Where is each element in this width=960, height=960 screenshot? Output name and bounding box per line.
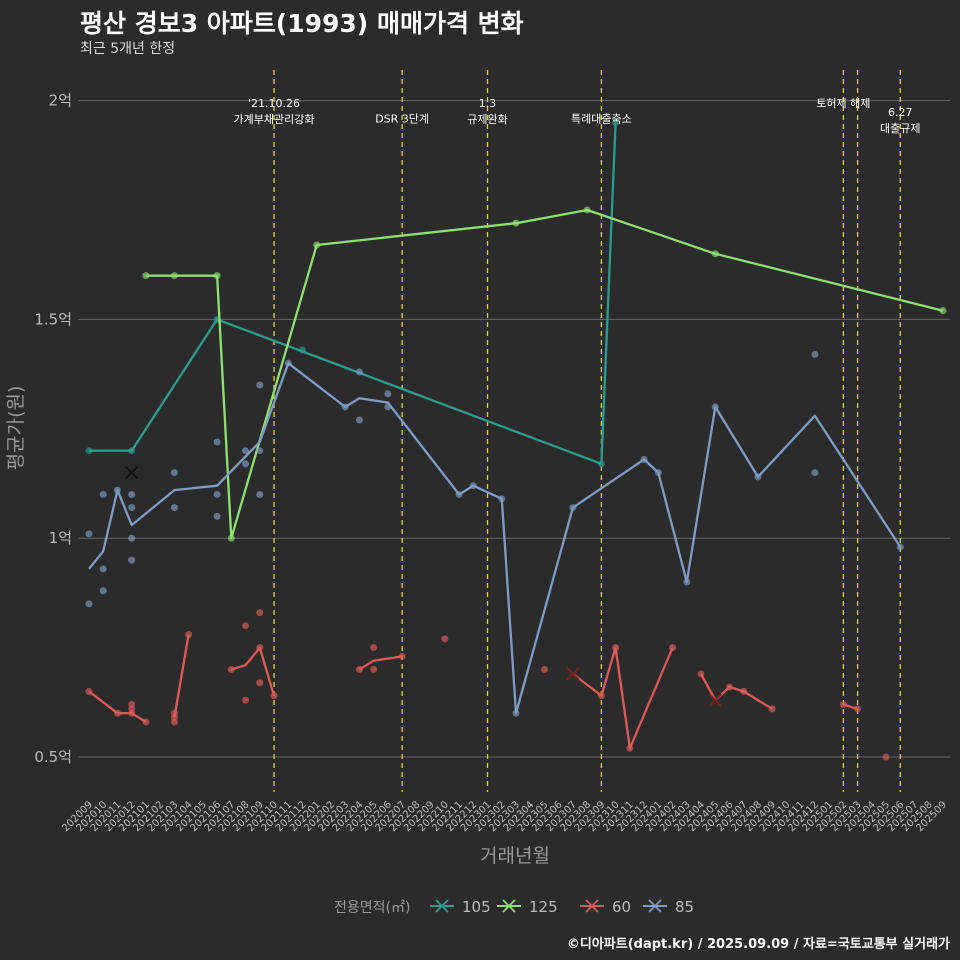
policy-lines <box>273 70 901 792</box>
series-line-60 <box>230 646 276 697</box>
legend-label: 85 <box>675 898 694 916</box>
data-point-85 <box>242 460 250 468</box>
data-point-60 <box>242 622 250 630</box>
series-60 <box>85 609 890 761</box>
series-105 <box>85 119 620 468</box>
data-point-85 <box>213 490 221 498</box>
data-point-60 <box>882 753 890 761</box>
data-point-85 <box>355 368 363 376</box>
legend-cross-icon <box>502 899 516 913</box>
data-point-60 <box>185 630 193 638</box>
policy-annotation: 대출규제 <box>880 122 920 135</box>
policy-annotation: 토허제 해제 <box>816 96 870 110</box>
legend-cross-icon <box>435 899 449 913</box>
legend-item-60: 60 <box>580 898 631 916</box>
y-tick-label: 2억 <box>49 92 72 110</box>
policy-annotation: 규제완화 <box>467 113 507 126</box>
chart-title: 평산 경보3 아파트(1993) 매매가격 변화 <box>80 9 524 38</box>
data-point-85 <box>256 447 264 455</box>
data-point-85 <box>85 530 93 538</box>
series-line-60 <box>173 634 190 718</box>
data-point-85 <box>811 350 819 358</box>
data-point-85 <box>128 504 136 512</box>
data-point-85 <box>99 587 107 595</box>
x-axis-title: 거래년월 <box>480 845 550 867</box>
series-line-60 <box>843 703 858 710</box>
x-axis-ticks: 2020092020102020112020122021012021022021… <box>60 799 949 834</box>
series-line-85 <box>88 362 902 715</box>
data-point-85 <box>128 490 136 498</box>
data-point-60 <box>370 665 378 673</box>
y-tick-label: 1.5억 <box>34 310 72 328</box>
series-line-105 <box>89 122 617 465</box>
series-line-60 <box>88 690 147 723</box>
data-point-60 <box>242 696 250 704</box>
cross-marker-60 <box>566 667 580 681</box>
data-point-85 <box>99 490 107 498</box>
legend-cross-icon <box>585 899 599 913</box>
policy-annotation: 1.3 <box>479 97 497 110</box>
y-axis-ticks: 0.5억 1억 1.5억 2억 <box>34 92 72 766</box>
legend-label: 60 <box>612 898 631 916</box>
grid-lines <box>78 100 950 758</box>
legend-item-105: 105 <box>430 898 491 916</box>
y-axis-title: 평균가(원) <box>5 386 27 471</box>
legend-item-85: 85 <box>643 898 694 916</box>
data-point-85 <box>242 447 250 455</box>
legend-title: 전용면적(㎡) <box>334 900 410 916</box>
data-point-85 <box>170 504 178 512</box>
series-line-60 <box>358 655 403 671</box>
data-point-60 <box>256 679 264 687</box>
series-line-60 <box>699 673 773 710</box>
data-point-60 <box>128 700 136 708</box>
data-point-60 <box>540 665 548 673</box>
data-point-85 <box>85 600 93 608</box>
data-point-85 <box>128 534 136 542</box>
legend-label: 125 <box>529 898 558 916</box>
legend-item-125: 125 <box>497 898 558 916</box>
data-point-85 <box>213 438 221 446</box>
annotation-layer: '21.10.26 가계부채관리강화 DSR 3단계 1.3 규제완화 특례대출축소 토허제… <box>234 96 921 135</box>
policy-annotation: '21.10.26 <box>248 97 300 110</box>
series-125 <box>142 206 947 542</box>
footer-credit: ©디아파트(dapt.kr) / 2025.09.09 / 자료=국토교통부 실… <box>566 937 950 952</box>
series-line-125 <box>145 208 944 540</box>
data-point-85 <box>170 469 178 477</box>
data-point-85 <box>256 490 264 498</box>
chart-subtitle: 최근 5개년 한정 <box>80 41 176 57</box>
series-layer <box>85 119 947 761</box>
data-point-60 <box>441 635 449 643</box>
series-line-60 <box>572 646 674 750</box>
data-point-85 <box>811 469 819 477</box>
data-point-85 <box>99 565 107 573</box>
policy-annotation: DSR 3단계 <box>375 113 429 126</box>
legend-label: 105 <box>462 898 491 916</box>
legend: 전용면적(㎡) 105 125 60 85 <box>334 898 694 916</box>
y-tick-label: 1억 <box>49 529 72 547</box>
data-point-85 <box>213 512 221 520</box>
data-point-60 <box>398 652 406 660</box>
data-point-60 <box>256 609 264 617</box>
data-point-85 <box>128 556 136 564</box>
series-85 <box>85 350 904 717</box>
cross-marker-85 <box>125 465 139 480</box>
y-tick-label: 0.5억 <box>34 748 72 766</box>
data-point-85 <box>384 390 392 398</box>
data-point-85 <box>256 381 264 389</box>
data-point-60 <box>270 692 278 700</box>
policy-annotation: 특례대출축소 <box>571 113 632 126</box>
cross-marker-60 <box>708 693 722 707</box>
policy-annotation: 6.27 <box>888 106 913 119</box>
policy-annotation: 가계부채관리강화 <box>234 113 315 126</box>
data-point-85 <box>355 416 363 424</box>
legend-cross-icon <box>648 899 662 913</box>
data-point-60 <box>370 644 378 652</box>
